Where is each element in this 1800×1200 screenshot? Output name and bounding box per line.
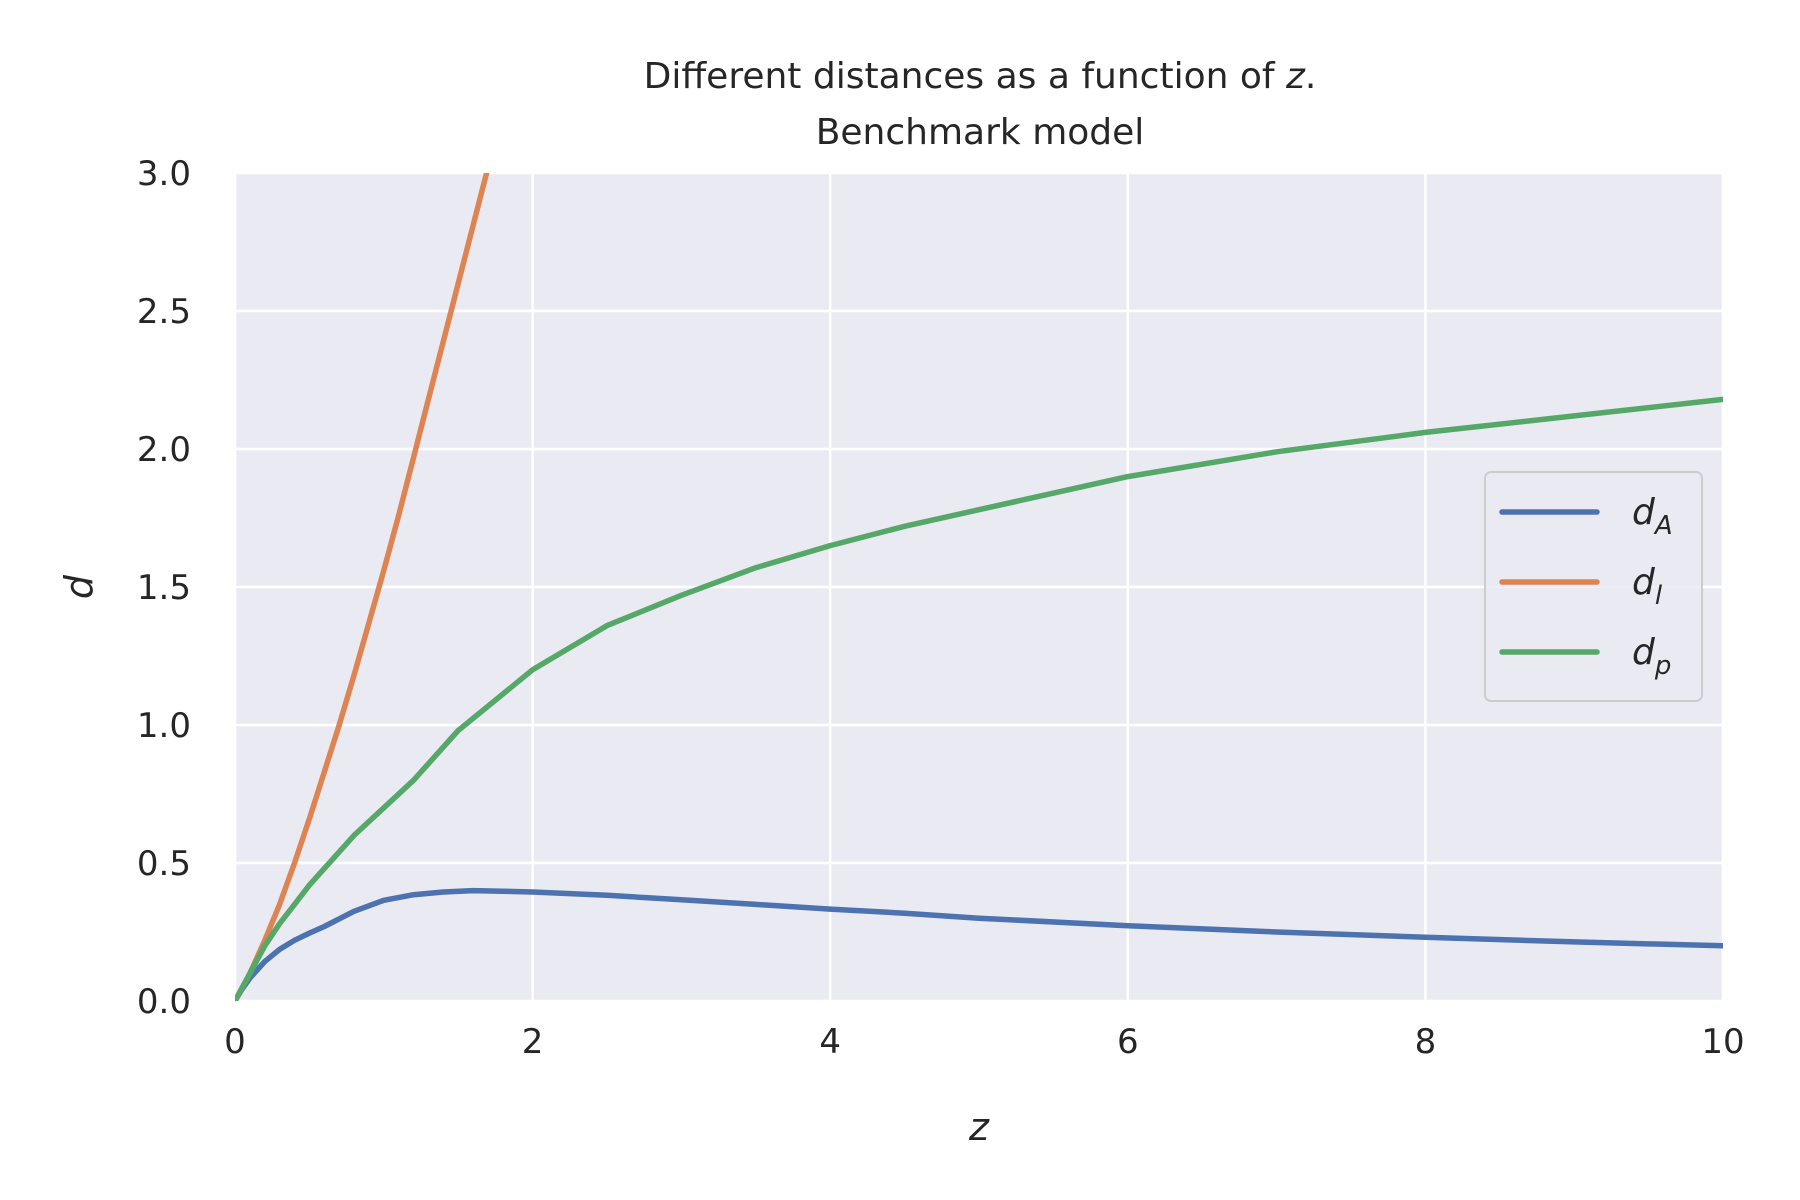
x-tick-label: 8 bbox=[1415, 1022, 1437, 1062]
y-tick-label: 3.0 bbox=[137, 154, 191, 194]
legend-entry: dl bbox=[1632, 562, 1663, 611]
grid-lines bbox=[233, 171, 1725, 1003]
x-axis-label: z bbox=[968, 1105, 990, 1149]
legend-entry: dA bbox=[1632, 492, 1673, 541]
legend: dA dl dp bbox=[1484, 471, 1703, 702]
y-tick-label: 1.5 bbox=[137, 568, 191, 608]
series-line-d-a bbox=[235, 887, 1723, 1001]
chart-title-line-2: Benchmark model bbox=[816, 112, 1145, 153]
y-tick-label: 0.0 bbox=[137, 982, 191, 1022]
y-tick-label: 0.5 bbox=[137, 844, 191, 884]
x-axis-ticks: 0 2 4 6 8 10 bbox=[224, 1022, 1744, 1062]
x-tick-label: 6 bbox=[1117, 1022, 1139, 1062]
legend-box bbox=[1484, 471, 1703, 702]
chart-title-line-1: Different distances as a function of z. bbox=[644, 56, 1317, 97]
y-axis-label: d bbox=[57, 574, 101, 599]
series-line-d-p bbox=[235, 396, 1723, 1001]
x-tick-label: 2 bbox=[522, 1022, 544, 1062]
series-line-d-l bbox=[235, 173, 490, 1001]
series-lines bbox=[235, 173, 1723, 1001]
y-tick-label: 2.0 bbox=[137, 430, 191, 470]
x-tick-label: 10 bbox=[1701, 1022, 1744, 1062]
y-axis-ticks: 0.0 0.5 1.0 1.5 2.0 2.5 3.0 bbox=[137, 154, 191, 1022]
x-tick-label: 4 bbox=[819, 1022, 841, 1062]
x-tick-label: 0 bbox=[224, 1022, 246, 1062]
legend-entry: dp bbox=[1632, 632, 1671, 681]
y-tick-label: 2.5 bbox=[137, 292, 191, 332]
y-tick-label: 1.0 bbox=[137, 706, 191, 746]
